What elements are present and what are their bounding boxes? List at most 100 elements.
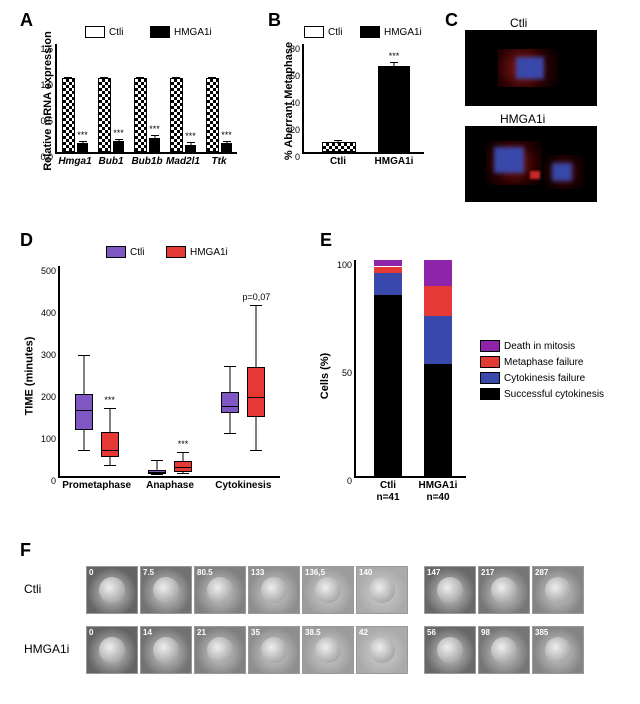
panel-f-row-label: HMGA1i <box>24 642 69 656</box>
panel-f-time: 35 <box>251 628 260 637</box>
legend-b-ctli: Ctli <box>304 26 342 38</box>
panel-d-xlabel: Prometaphase <box>62 480 131 491</box>
panel-c-bottom-label: HMGA1i <box>500 112 545 126</box>
panel-f-time: 0 <box>89 568 93 577</box>
panel-a-label: A <box>20 10 33 31</box>
panel-f-frame: 80.5 <box>194 566 246 614</box>
panel-c-hmga1i-image <box>465 126 597 202</box>
panel-b-bar <box>322 142 356 152</box>
panel-d-box <box>148 266 166 476</box>
panel-b-ytick: 40 <box>290 98 304 108</box>
panel-e-ytick: 0 <box>347 476 356 486</box>
panel-f-frame: 0 <box>86 626 138 674</box>
panel-f-row-label: Ctli <box>24 582 41 596</box>
panel-f-label: F <box>20 540 31 561</box>
panel-f-time: 140 <box>359 568 372 577</box>
panel-c-top-label: Ctli <box>510 16 527 30</box>
legend-b-hmga1i-swatch <box>360 26 380 38</box>
panel-d-xlabel: Anaphase <box>146 480 194 491</box>
panel-a-xlabel: Mad2l1 <box>166 156 200 167</box>
panel-b-ytick: 20 <box>290 125 304 135</box>
panel-f-frame: 140 <box>356 566 408 614</box>
legend-d-hmga1i: HMGA1i <box>166 246 228 258</box>
panel-d-box <box>221 266 239 476</box>
panel-e-ylabel: Cells (%) <box>319 353 331 399</box>
panel-d-ylabel: TIME (minutes) <box>23 337 35 416</box>
panel-a-sig: *** <box>221 130 232 140</box>
panel-d-label: D <box>20 230 33 251</box>
panel-f-frame: 42 <box>356 626 408 674</box>
panel-e-chart: 050100Ctlin=41HMGA1in=40 <box>354 260 466 478</box>
legend-a-ctli-text: Ctli <box>109 27 123 38</box>
panel-a-ytick: 0.0 <box>40 152 57 162</box>
panel-f-frame: 14 <box>140 626 192 674</box>
legend-b-hmga1i: HMGA1i <box>360 26 422 38</box>
panel-f-time: 0 <box>89 628 93 637</box>
panel-a-bar <box>221 143 232 152</box>
panel-e-legend-item: Death in mitosis <box>480 340 604 352</box>
panel-d-ytick: 500 <box>41 266 60 276</box>
panel-f-frame: 136,5 <box>302 566 354 614</box>
panel-c-label: C <box>445 10 458 31</box>
panel-a-sig: *** <box>149 124 160 134</box>
panel-a-bar <box>134 78 147 152</box>
panel-f-time: 56 <box>427 628 436 637</box>
panel-f-time: 7.5 <box>143 568 154 577</box>
panel-b-label: B <box>268 10 281 31</box>
panel-e-xlabel: HMGA1i <box>419 480 458 491</box>
panel-f-time: 80.5 <box>197 568 213 577</box>
panel-e-stack <box>374 260 402 476</box>
panel-a-bar <box>170 78 183 152</box>
panel-f-time: 38.5 <box>305 628 321 637</box>
legend-d-hmga1i-swatch <box>166 246 186 258</box>
panel-d-sig: *** <box>104 395 115 405</box>
legend-a-ctli: Ctli <box>85 26 123 38</box>
panel-e-xlabel: Ctli <box>380 480 396 491</box>
panel-a-bar <box>113 141 124 152</box>
panel-f-frame: 21 <box>194 626 246 674</box>
panel-e-legend-item: Cytokinesis failure <box>480 372 604 384</box>
panel-d-sig: p=0,07 <box>242 292 270 302</box>
panel-b-ytick: 60 <box>290 71 304 81</box>
panel-f-time: 147 <box>427 568 440 577</box>
panel-e-ytick: 50 <box>342 368 356 378</box>
panel-a-bar <box>149 138 160 152</box>
legend-d-ctli: Ctli <box>106 246 144 258</box>
panel-a-bar <box>62 78 75 152</box>
panel-f-frame: 287 <box>532 566 584 614</box>
panel-f-time: 98 <box>481 628 490 637</box>
legend-a-hmga1i-text: HMGA1i <box>174 27 212 38</box>
panel-e-n-label: n=41 <box>376 492 399 503</box>
panel-a-bar <box>206 78 219 152</box>
panel-b-ytick: 0 <box>295 152 304 162</box>
panel-a-sig: *** <box>185 131 196 141</box>
panel-a-sig: *** <box>113 128 124 138</box>
panel-f-frame: 133 <box>248 566 300 614</box>
panel-a-bar <box>98 78 111 152</box>
panel-d-ytick: 400 <box>41 308 60 318</box>
panel-d-box <box>75 266 93 476</box>
panel-f-time: 21 <box>197 628 206 637</box>
legend-b-ctli-swatch <box>304 26 324 38</box>
panel-a-xlabel: Hmga1 <box>58 156 91 167</box>
panel-a-xlabel: Bub1 <box>99 156 124 167</box>
legend-d-hmga1i-text: HMGA1i <box>190 247 228 258</box>
panel-d-sig: *** <box>178 439 189 449</box>
panel-f-time: 136,5 <box>305 568 325 577</box>
legend-a-hmga1i-swatch <box>150 26 170 38</box>
panel-f-frame: 56 <box>424 626 476 674</box>
panel-e-n-label: n=40 <box>426 492 449 503</box>
panel-f-time: 133 <box>251 568 264 577</box>
panel-d-ytick: 300 <box>41 350 60 360</box>
panel-f-frame: 7.5 <box>140 566 192 614</box>
panel-d-box <box>101 266 119 476</box>
panel-f-frame: 385 <box>532 626 584 674</box>
panel-b-xlabel: Ctli <box>330 156 346 167</box>
panel-a-bar <box>185 145 196 152</box>
panel-a-ytick: 0.5 <box>40 116 57 126</box>
panel-c-ctli-image <box>465 30 597 106</box>
panel-a-bar <box>77 143 88 152</box>
panel-b-sig: *** <box>389 51 400 61</box>
panel-f-time: 217 <box>481 568 494 577</box>
panel-d-ytick: 0 <box>51 476 60 486</box>
